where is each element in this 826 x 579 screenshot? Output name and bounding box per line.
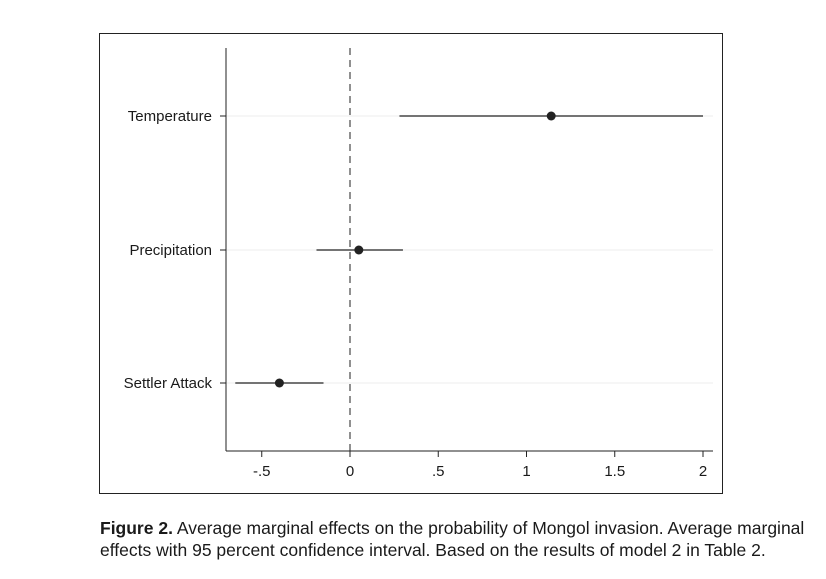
- estimate-point: [354, 245, 364, 255]
- x-tick-label: -.5: [253, 463, 271, 480]
- x-tick-label: 1: [522, 463, 530, 480]
- estimate-point: [274, 378, 284, 388]
- y-axis-ticks: Temperature Precipitation Settler Attack: [124, 108, 226, 392]
- estimate-marks: [235, 111, 703, 388]
- y-tick-label: Precipitation: [129, 242, 212, 259]
- y-tick-label: Settler Attack: [124, 375, 213, 392]
- x-tick-label: 1.5: [604, 463, 625, 480]
- grid-lines: [226, 115, 713, 384]
- x-tick-label: .5: [432, 463, 445, 480]
- x-tick-label: 2: [699, 463, 707, 480]
- x-tick-label: 0: [346, 463, 354, 480]
- estimate-point: [546, 111, 556, 121]
- coefficient-plot: -.5 0 .5 1 1.5 2 Temperature Precipitation Sett…: [124, 48, 713, 480]
- figure-label: Figure 2.: [100, 518, 173, 538]
- figure-frame: [99, 33, 723, 494]
- caption-text: Average marginal effects on the probabil…: [100, 518, 805, 560]
- figure-caption: Figure 2. Average marginal effects on th…: [100, 517, 820, 561]
- y-tick-label: Temperature: [128, 108, 212, 125]
- x-axis-ticks: -.5 0 .5 1 1.5 2: [253, 451, 707, 480]
